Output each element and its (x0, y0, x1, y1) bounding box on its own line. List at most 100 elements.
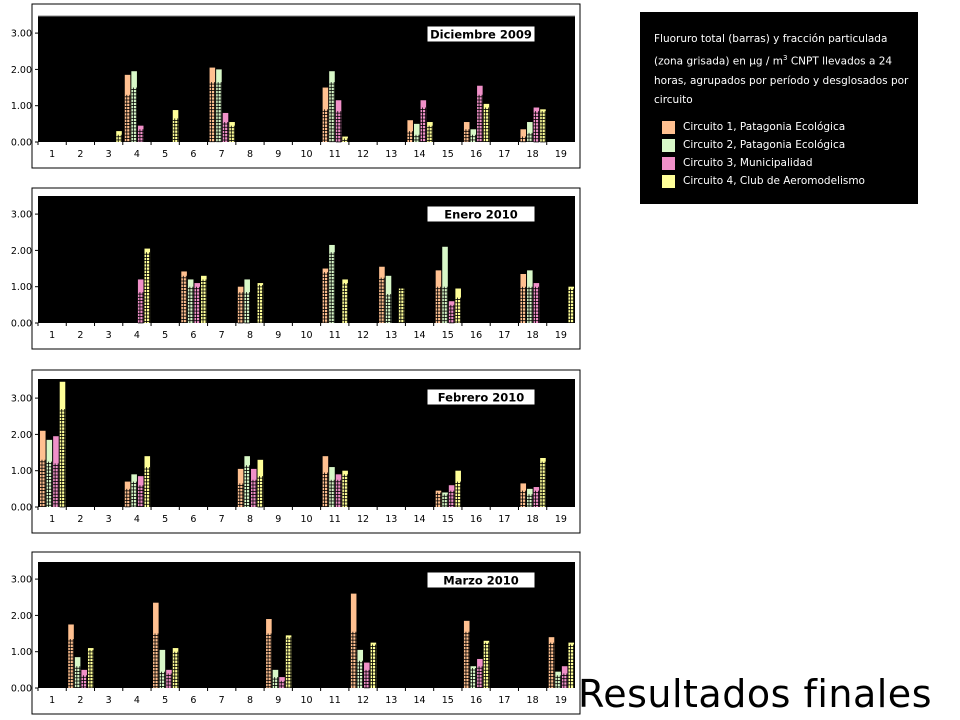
particulate-fraction (477, 94, 483, 143)
particulate-fraction (342, 138, 348, 142)
legend-swatch-4 (662, 174, 675, 188)
period-label-box (426, 571, 536, 589)
bar (159, 649, 166, 688)
x-tick-label: 11 (329, 514, 341, 525)
bar (74, 657, 81, 688)
particulate-fraction (335, 111, 342, 143)
x-tick-label: 12 (357, 695, 369, 706)
x-tick-label: 8 (247, 514, 253, 525)
y-tick-label: 2.00 (11, 246, 32, 257)
x-tick-label: 3 (106, 149, 112, 160)
x-tick-label: 14 (414, 514, 426, 525)
bar (329, 467, 335, 507)
x-tick-label: 17 (498, 514, 510, 525)
legend-item-circuito-3: Circuito 3, Municipalidad (662, 155, 813, 171)
x-tick-label: 4 (134, 514, 140, 525)
x-tick-label: 18 (527, 149, 539, 160)
particulate-fraction (520, 286, 527, 323)
bar (435, 270, 442, 323)
x-tick-label: 18 (527, 330, 539, 341)
particulate-fraction (244, 292, 250, 324)
bar (407, 120, 413, 142)
x-tick-label: 14 (414, 149, 426, 160)
x-tick-label: 7 (219, 330, 225, 341)
x-tick-label: 9 (275, 695, 281, 706)
particulate-fraction (407, 131, 413, 142)
particulate-fraction (548, 642, 555, 688)
particulate-fraction (533, 111, 540, 143)
x-tick-label: 1 (49, 514, 55, 525)
bar (131, 474, 137, 507)
bar (520, 483, 527, 507)
x-tick-label: 14 (414, 695, 426, 706)
particulate-fraction (427, 125, 433, 142)
particulate-fraction (379, 277, 385, 323)
particulate-fraction (413, 134, 420, 142)
bar (172, 648, 179, 688)
particulate-fraction (237, 483, 244, 507)
particulate-fraction (53, 463, 59, 507)
x-tick-label: 3 (106, 514, 112, 525)
particulate-fraction (216, 82, 222, 143)
particulate-fraction (463, 129, 470, 142)
x-tick-label: 12 (357, 149, 369, 160)
bar (533, 107, 540, 142)
particulate-fraction (370, 644, 377, 688)
y-tick-label: 0.00 (11, 319, 32, 330)
y-tick-label: 3.00 (11, 29, 32, 40)
bar (527, 122, 533, 142)
y-tick-label: 0.00 (11, 684, 32, 695)
x-tick-label: 11 (329, 149, 341, 160)
particulate-fraction (568, 644, 575, 688)
bar (81, 669, 87, 688)
x-tick-label: 6 (190, 514, 196, 525)
x-tick-label: 6 (190, 695, 196, 706)
x-tick-label: 6 (190, 330, 196, 341)
x-tick-label: 18 (527, 695, 539, 706)
bar (455, 470, 461, 507)
particulate-fraction (187, 286, 194, 323)
particulate-fraction (533, 286, 540, 323)
chart-panel-1: 0.001.002.003.001 2 3 4 5 6 7 8 9 10 11 12 13 14 15 16 1… (11, 3, 581, 169)
bar (527, 488, 533, 507)
particulate-fraction (131, 87, 137, 142)
x-tick-label: 1 (49, 695, 55, 706)
particulate-fraction (153, 633, 159, 688)
x-tick-label: 5 (162, 149, 168, 160)
period-label-box (426, 205, 536, 223)
bar (335, 100, 342, 142)
particulate-fraction (540, 461, 546, 507)
x-tick-label: 9 (275, 514, 281, 525)
x-tick-label: 15 (442, 695, 454, 706)
x-tick-label: 16 (470, 149, 482, 160)
bar (68, 624, 74, 688)
bar (533, 283, 540, 323)
bar (209, 67, 216, 142)
particulate-fraction (527, 286, 533, 323)
particulate-fraction (81, 675, 87, 688)
particulate-fraction (124, 488, 131, 508)
bar (237, 286, 244, 323)
particulate-fraction (229, 125, 235, 142)
x-tick-label: 5 (162, 330, 168, 341)
particulate-fraction (470, 668, 477, 688)
bar (244, 279, 250, 323)
legend-item-circuito-1: Circuito 1, Patagonia Ecológica (662, 119, 845, 135)
chart-title: Marzo 2010 (443, 574, 518, 588)
particulate-fraction (448, 490, 455, 507)
legend-label-3: Circuito 3, Municipalidad (683, 157, 813, 169)
particulate-fraction (483, 107, 490, 142)
x-tick-label: 16 (470, 330, 482, 341)
bar (470, 129, 477, 142)
bar (435, 490, 442, 507)
particulate-fraction (435, 286, 442, 323)
x-tick-label: 6 (190, 149, 196, 160)
bar (266, 619, 272, 688)
particulate-fraction (357, 660, 364, 688)
bar (463, 620, 470, 688)
particulate-fraction (470, 134, 477, 142)
bar (477, 85, 483, 142)
particulate-fraction (137, 129, 144, 142)
bar (244, 456, 250, 507)
legend-label-4: Circuito 4, Club de Aeromodelismo (683, 175, 865, 187)
